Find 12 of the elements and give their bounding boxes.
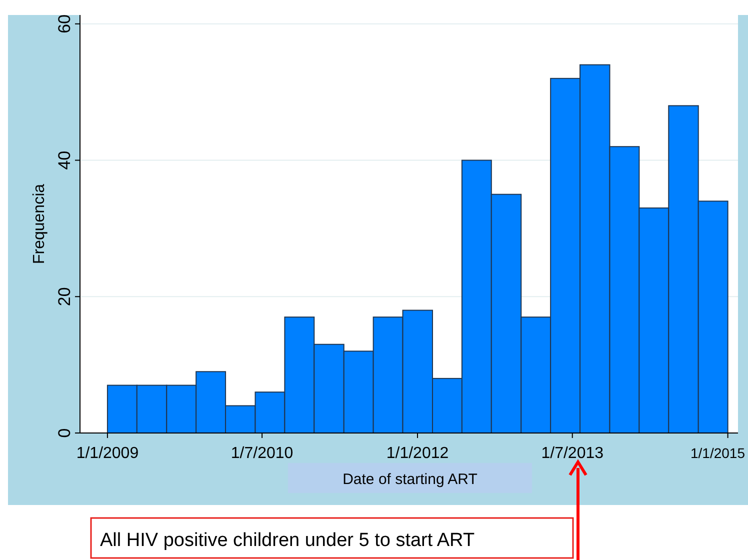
x-tick-label: 1/1/2012 xyxy=(386,445,449,462)
x-axis-title: Date of starting ART xyxy=(342,471,478,488)
x-tick-label: 1/1/2015 xyxy=(690,445,746,461)
y-tick-label: 0 xyxy=(55,428,74,438)
y-tick-label: 20 xyxy=(55,287,74,306)
text: All HIV positive children under 5 to start ART xyxy=(100,530,475,551)
y-axis-title: Frequencia xyxy=(31,184,48,264)
y-tick-label: 60 xyxy=(55,14,74,34)
y-tick-label: 40 xyxy=(55,150,74,170)
x-tick-label: 1/1/2009 xyxy=(76,445,139,462)
x-tick-label: 1/7/2013 xyxy=(541,445,604,462)
x-tick-label: 1/7/2010 xyxy=(230,445,294,462)
